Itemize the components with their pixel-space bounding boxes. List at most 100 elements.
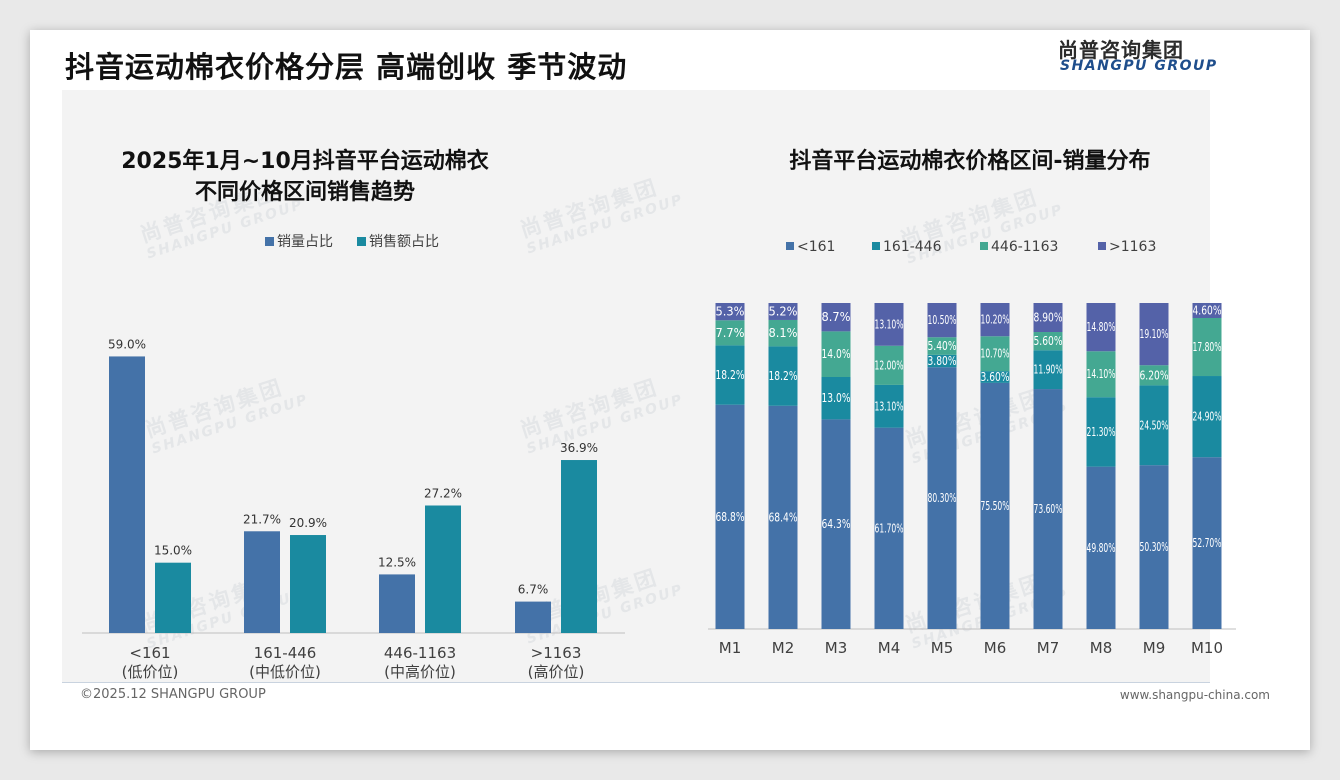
segment-2-9	[1139, 385, 1169, 466]
bar-1-2	[244, 531, 280, 633]
segment-2-5	[927, 354, 957, 368]
segment-2-7	[1033, 350, 1063, 390]
x-tick-label-1: M1	[719, 639, 742, 657]
footer-website[interactable]: www.shangpu-china.com	[1119, 688, 1270, 702]
segment-label-1-3: 64.3%	[822, 517, 851, 531]
x-tick-label-8: M8	[1090, 639, 1113, 657]
legend-label-3: 446-1163	[991, 239, 1058, 255]
segment-2-8	[1086, 397, 1116, 467]
segment-4-2	[768, 303, 798, 320]
bar-1-3	[379, 574, 415, 633]
segment-label-4-2: 5.2%	[769, 304, 798, 318]
data-label-2-3: 27.2%	[424, 487, 462, 501]
segment-4-9	[1139, 303, 1169, 366]
segment-2-1	[715, 345, 745, 405]
left-chart-title-line1: 2025年1月~10月抖音平台运动棉衣	[121, 149, 489, 174]
segment-1-5	[927, 367, 957, 629]
x-tick-label-3: 446-1163	[384, 644, 456, 662]
legend-swatch-1	[786, 242, 794, 250]
segment-label-3-9: 6.20%	[1140, 368, 1169, 382]
segment-label-1-6: 75.50%	[981, 499, 1010, 513]
segment-1-10	[1192, 457, 1222, 629]
segment-label-2-8: 21.30%	[1087, 425, 1116, 439]
x-tick-label-5: M5	[931, 639, 954, 657]
segment-label-4-8: 14.80%	[1087, 320, 1116, 334]
segment-2-6	[980, 371, 1010, 383]
segment-label-1-10: 52.70%	[1193, 536, 1222, 550]
segment-label-1-9: 50.30%	[1140, 540, 1169, 554]
segment-4-6	[980, 303, 1010, 337]
segment-1-6	[980, 382, 1010, 629]
segment-label-1-8: 49.80%	[1087, 541, 1116, 555]
segment-label-4-7: 8.90%	[1034, 311, 1063, 325]
data-label-2-2: 20.9%	[289, 516, 327, 530]
legend: <161 161-446 446-1163 >1163	[786, 239, 1156, 255]
data-label-2-4: 36.9%	[560, 441, 598, 455]
legend-label-1: 销量占比	[277, 234, 333, 250]
segment-4-3	[821, 303, 851, 332]
left-chart-title-line2: 不同价格区间销售趋势	[194, 180, 415, 205]
segment-label-3-4: 12.00%	[875, 358, 904, 372]
segment-2-10	[1192, 376, 1222, 458]
x-tick-label-1: <161	[129, 644, 170, 662]
segment-label-1-2: 68.4%	[769, 510, 798, 524]
legend-swatch-1	[265, 237, 274, 246]
segment-label-4-9: 19.10%	[1140, 327, 1169, 341]
x-tick-label-9: M9	[1143, 639, 1166, 657]
segment-3-1	[715, 320, 745, 346]
segment-label-2-10: 24.90%	[1193, 410, 1222, 424]
bar-1-1	[109, 356, 145, 633]
segment-label-3-10: 17.80%	[1193, 340, 1222, 354]
segment-label-1-1: 68.8%	[716, 510, 745, 524]
legend-label-4: >1163	[1109, 239, 1156, 255]
segment-2-4	[874, 384, 904, 428]
segment-label-3-8: 14.10%	[1087, 367, 1116, 381]
x-tick-label-4: >1163	[531, 644, 582, 662]
x-tick-sublabel-3: (中高价位)	[384, 663, 456, 681]
logo-english: SHANGPU GROUP	[1060, 58, 1218, 74]
segment-label-4-6: 10.20%	[981, 313, 1010, 327]
segment-label-2-3: 13.0%	[822, 391, 851, 405]
segment-label-4-4: 13.10%	[875, 317, 904, 331]
data-label-1-1: 59.0%	[108, 337, 146, 351]
segment-label-3-5: 5.40%	[928, 339, 957, 353]
segment-label-1-7: 73.60%	[1034, 502, 1063, 516]
segment-1-1	[715, 404, 745, 629]
x-tick-label-2: M2	[772, 639, 795, 657]
logo-chinese: 尚普咨询集团	[1058, 38, 1184, 62]
segment-2-3	[821, 377, 851, 420]
segment-label-3-3: 14.0%	[822, 347, 851, 361]
x-tick-sublabel-2: (中低价位)	[249, 663, 321, 681]
segment-label-2-9: 24.50%	[1140, 418, 1169, 432]
segment-2-2	[768, 346, 798, 406]
segment-3-5	[927, 337, 957, 355]
segment-1-2	[768, 405, 798, 629]
legend-swatch-2	[872, 242, 880, 250]
legend-swatch-3	[980, 242, 988, 250]
bar-2-1	[155, 562, 191, 633]
segment-label-2-1: 18.2%	[716, 368, 745, 382]
segment-label-3-6: 10.70%	[981, 347, 1010, 361]
segment-label-2-4: 13.10%	[875, 399, 904, 413]
segment-3-9	[1139, 365, 1169, 386]
x-tick-label-6: M6	[984, 639, 1007, 657]
segment-3-8	[1086, 351, 1116, 398]
page-title: 抖音运动棉衣价格分层 高端创收 季节波动	[65, 50, 628, 84]
x-tick-label-10: M10	[1191, 639, 1223, 657]
legend-label-2: 161-446	[883, 239, 942, 255]
footer-divider	[62, 682, 1210, 683]
bar-1-4	[515, 601, 551, 633]
segment-3-6	[980, 336, 1010, 372]
segment-4-1	[715, 303, 745, 321]
data-label-1-3: 12.5%	[378, 555, 416, 569]
bar-2-2	[290, 535, 326, 633]
segment-1-9	[1139, 465, 1169, 629]
segment-label-2-5: 3.80%	[928, 354, 957, 368]
segment-3-2	[768, 319, 798, 347]
x-tick-label-4: M4	[878, 639, 901, 657]
x-tick-sublabel-1: (低价位)	[122, 663, 179, 681]
right-chart-title: 抖音平台运动棉衣价格区间-销量分布	[789, 149, 1151, 174]
segment-3-3	[821, 331, 851, 378]
segment-4-4	[874, 303, 904, 346]
legend-label-1: <161	[797, 239, 835, 255]
